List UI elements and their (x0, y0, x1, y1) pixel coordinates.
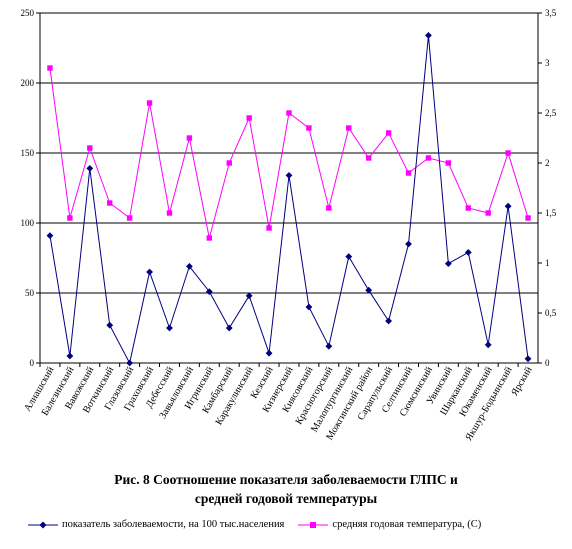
chart-caption-line2: средней годовой температуры (194, 491, 378, 506)
incidence-point (484, 341, 492, 349)
right-tick-label: 3,5 (545, 8, 557, 18)
left-axis-ticks: 0 50 100 150 200 250 (21, 8, 40, 368)
temperature-point (166, 210, 173, 216)
temperature-point (246, 115, 252, 121)
axes (39, 13, 539, 367)
temperature-point (385, 130, 392, 136)
left-tick-label: 0 (30, 358, 35, 368)
temperature-point (525, 215, 531, 221)
incidence-point (46, 232, 54, 239)
incidence-point (205, 288, 213, 295)
incidence-point (86, 165, 94, 172)
incidence-point (385, 317, 392, 325)
left-tick-label: 50 (25, 288, 35, 298)
legend-diamond-icon (28, 521, 58, 528)
right-tick-label: 1 (545, 258, 550, 268)
incidence-point (285, 172, 293, 179)
legend-label-incidence: показатель заболеваемости, на 100 тыс.на… (62, 519, 285, 530)
chart: 0 50 100 150 200 250 0 0,5 1 1,5 2 2,5 3 3,5 Алнашск… (21, 8, 557, 443)
right-tick-label: 3 (545, 58, 550, 68)
left-tick-label: 200 (21, 78, 35, 88)
temperature-point (107, 200, 113, 206)
incidence-point (365, 286, 373, 294)
right-axis-ticks: 0 0,5 1 1,5 2 2,5 3 3,5 (538, 8, 557, 368)
temperature-point (306, 125, 312, 131)
temperature-point (186, 135, 193, 141)
right-tick-label: 0 (545, 358, 550, 368)
incidence-point (146, 268, 153, 276)
incidence-point (444, 260, 452, 267)
temperature-point (266, 225, 272, 231)
legend-item-temperature: средняя годовая температура, (С) (298, 519, 481, 530)
temperature-point (226, 160, 232, 166)
temperature-point (326, 205, 332, 211)
category-labels: АлнашскийБалезинскийВавожскийВоткинскийГ… (22, 364, 535, 442)
temperature-point (286, 110, 292, 116)
temperature-point (445, 160, 452, 166)
incidence-point (464, 249, 472, 256)
incidence-point (425, 32, 432, 39)
incidence-point (325, 342, 333, 350)
series-lines (49, 35, 529, 365)
temperature-point (87, 145, 93, 151)
incidence-point (225, 324, 233, 332)
incidence-point (245, 292, 253, 300)
left-tick-label: 250 (21, 8, 35, 18)
right-tick-label: 2 (545, 158, 550, 168)
incidence-point (405, 240, 412, 248)
incidence-point (305, 303, 313, 311)
incidence-point (524, 355, 532, 363)
legend-square-icon (298, 521, 329, 528)
temperature-point (47, 65, 53, 71)
temperature-point (465, 205, 471, 211)
incidence-point (345, 253, 353, 260)
series-markers (46, 32, 532, 367)
chart-caption-line1: Рис. 8 Соотношение показателя заболеваем… (114, 472, 458, 487)
temperature-point (425, 155, 432, 161)
incidence-point (126, 359, 134, 367)
gridlines (40, 12, 538, 294)
temperature-point (146, 100, 153, 106)
series-line-incidence (49, 35, 529, 365)
right-tick-label: 2,5 (545, 108, 557, 118)
temperature-point (505, 150, 511, 156)
incidence-point (265, 349, 273, 357)
category-label: Ярский (509, 364, 535, 397)
right-tick-label: 1,5 (545, 208, 557, 218)
incidence-point (504, 202, 512, 210)
temperature-point (126, 215, 133, 221)
incidence-point (106, 321, 114, 329)
right-tick-label: 0,5 (545, 308, 557, 318)
temperature-point (365, 155, 372, 161)
temperature-point (346, 125, 352, 131)
legend-label-temperature: средняя годовая температура, (С) (332, 519, 482, 530)
temperature-point (206, 235, 213, 241)
incidence-point (186, 263, 193, 270)
temperature-point (67, 215, 73, 221)
temperature-point (405, 170, 412, 176)
incidence-point (66, 352, 74, 360)
left-tick-label: 100 (21, 218, 35, 228)
legend: показатель заболеваемости, на 100 тыс.на… (28, 519, 568, 530)
incidence-point (166, 324, 173, 332)
legend-item-incidence: показатель заболеваемости, на 100 тыс.на… (28, 519, 284, 530)
temperature-point (485, 210, 491, 216)
left-tick-label: 150 (21, 148, 35, 158)
